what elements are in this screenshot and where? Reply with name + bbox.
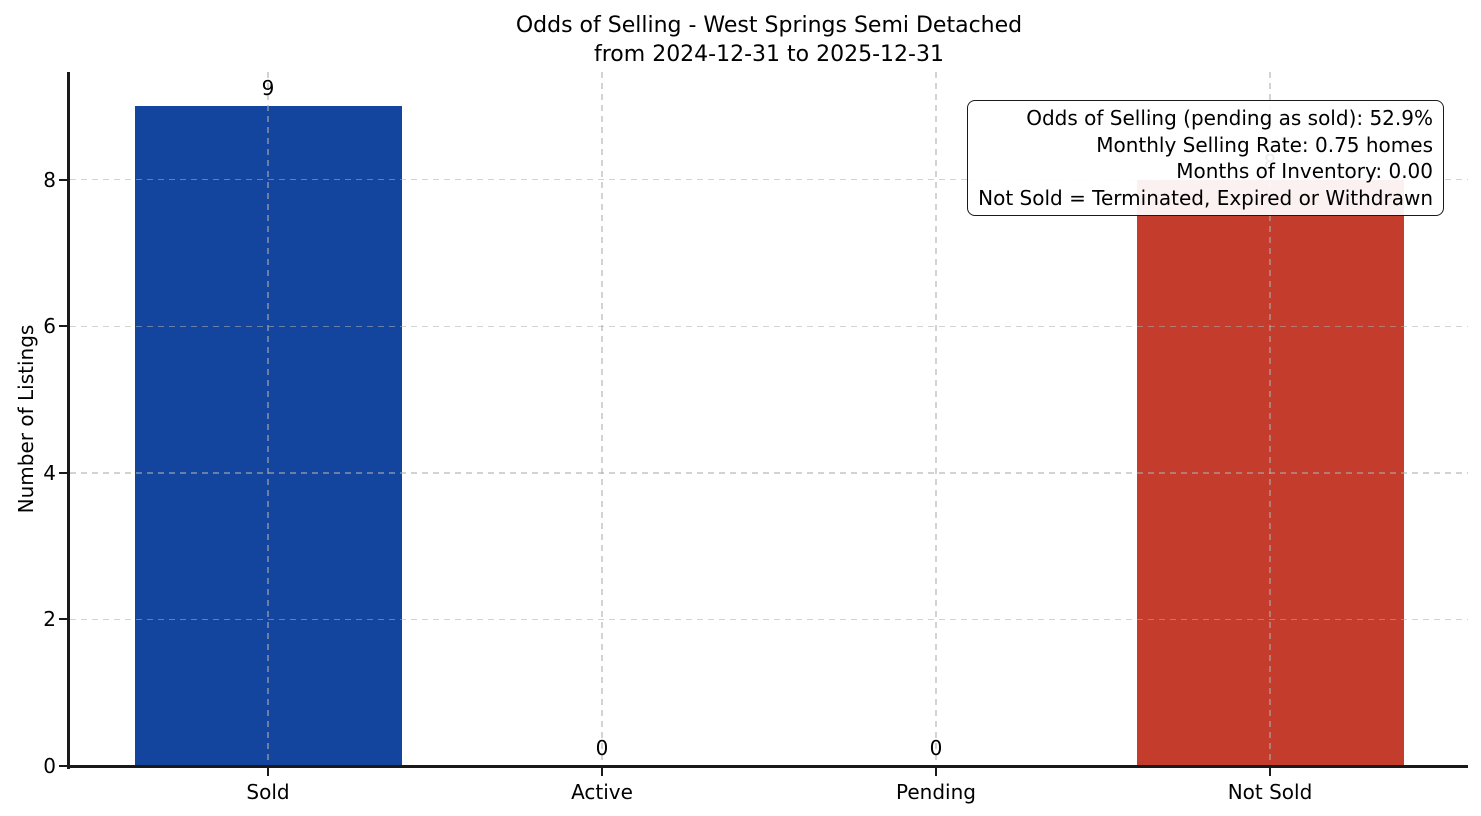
y-tick-mark: [59, 178, 67, 181]
y-tick-label: 6: [43, 314, 56, 339]
gridline-vertical: [267, 72, 269, 766]
y-tick-label: 0: [43, 754, 56, 778]
y-tick-label: 8: [43, 167, 56, 192]
bar-value-label: 9: [261, 76, 275, 101]
y-tick-label: 2: [43, 607, 56, 632]
stat-not-sold-definition: Not Sold = Terminated, Expired or Withdr…: [978, 185, 1433, 210]
x-tick-mark: [1269, 768, 1271, 776]
y-tick-mark: [59, 325, 67, 328]
gridline-horizontal: [70, 325, 1468, 328]
stat-months-of-inventory: Months of Inventory: 0.00: [1176, 159, 1433, 183]
stats-annotation-box: Odds of Selling (pending as sold): 52.9%…: [967, 100, 1444, 216]
x-tick-label: Not Sold: [1227, 780, 1313, 804]
y-tick-mark: [59, 471, 67, 474]
stat-odds-of-selling: Odds of Selling (pending as sold): 52.9%: [1026, 106, 1433, 130]
x-tick-label: Active: [571, 780, 633, 804]
x-tick-label: Pending: [896, 780, 976, 804]
gridline-horizontal: [70, 618, 1468, 621]
gridline-vertical: [601, 72, 603, 766]
chart-title: Odds of Selling - West Springs Semi Deta…: [70, 11, 1468, 69]
x-axis-spine: [67, 765, 1468, 768]
y-tick-mark: [59, 618, 67, 621]
bar-value-label: 0: [929, 736, 943, 760]
y-tick-mark: [59, 765, 67, 767]
x-tick-label: Sold: [246, 780, 290, 804]
bar-value-label: 0: [595, 736, 609, 760]
y-tick-label: 4: [43, 460, 56, 485]
y-axis-spine: [67, 72, 70, 769]
x-tick-mark: [935, 768, 937, 776]
gridline-horizontal: [70, 178, 1468, 181]
gridline-vertical: [1269, 72, 1271, 766]
chart-title-line1: Odds of Selling - West Springs Semi Deta…: [515, 13, 1023, 38]
x-tick-mark: [267, 768, 269, 776]
gridline-vertical: [935, 72, 937, 766]
stat-monthly-selling-rate: Monthly Selling Rate: 0.75 homes: [1096, 132, 1433, 157]
x-tick-mark: [601, 768, 603, 776]
chart-title-line2: from 2024-12-31 to 2025-12-31: [594, 42, 944, 67]
gridline-horizontal: [70, 472, 1468, 474]
